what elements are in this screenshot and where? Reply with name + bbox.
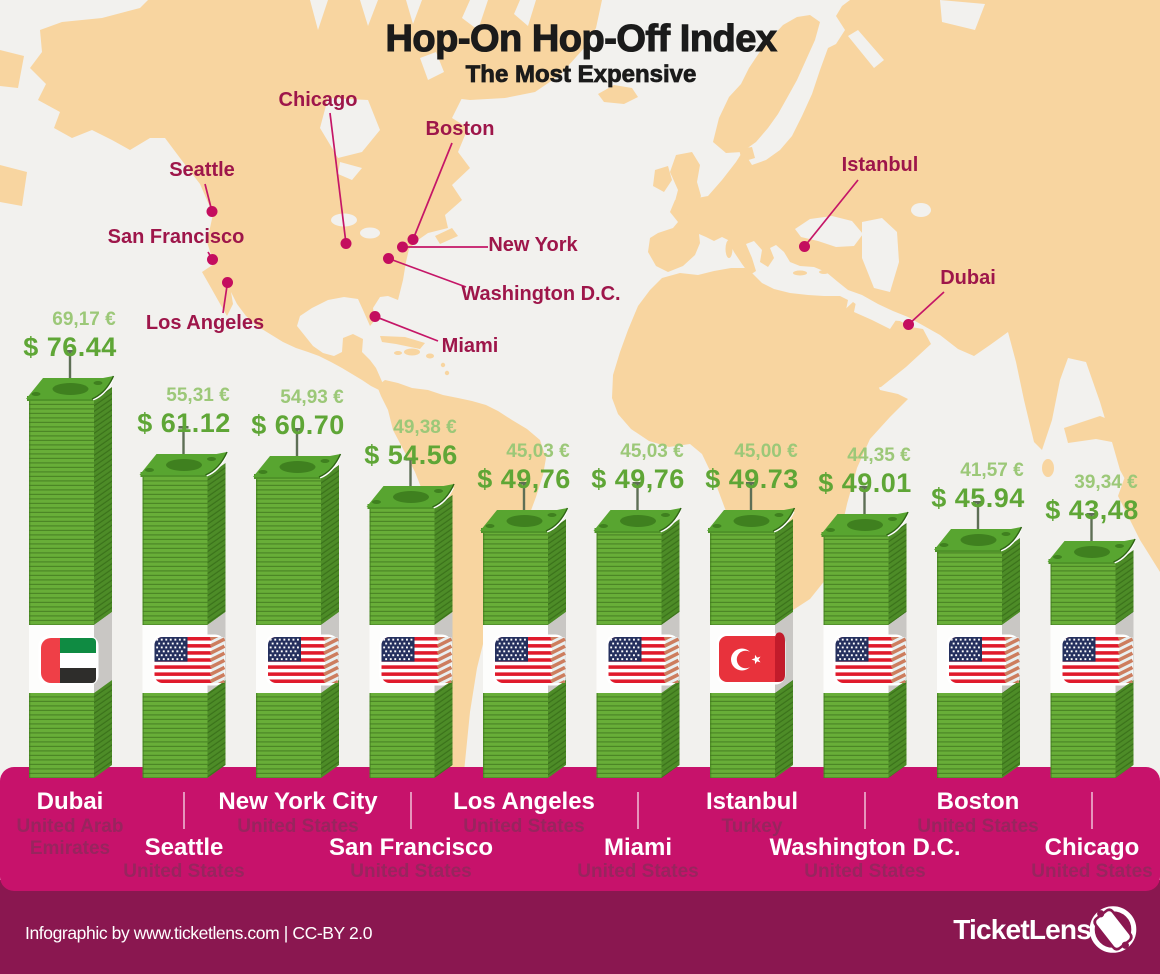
svg-text:TicketLens: TicketLens — [953, 914, 1091, 945]
